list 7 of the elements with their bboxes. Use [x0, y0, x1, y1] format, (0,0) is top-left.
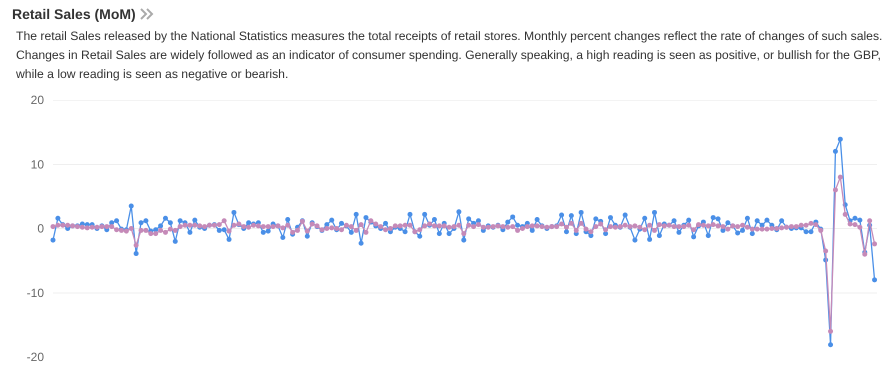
y-tick-label: -10: [26, 286, 44, 300]
y-tick-label: 10: [30, 157, 44, 172]
y-tick-label: 20: [30, 93, 44, 108]
y-tick-label: -20: [26, 350, 44, 364]
chart-title: Retail Sales (MoM): [12, 6, 136, 22]
chart-subtitle: The retail Sales released by the National Statistics measures the total receipts of retail stores. Monthly percent changes reflect the rate of changes of such sales. Changes in Retail Sales are widely followed as an indicator of consumer spending. Generally speaking, a high reading is seen as positive, or bullish for the GBP, while a low reading is seen as negative or bearish.: [16, 28, 884, 83]
y-tick-label: 0: [37, 222, 44, 236]
